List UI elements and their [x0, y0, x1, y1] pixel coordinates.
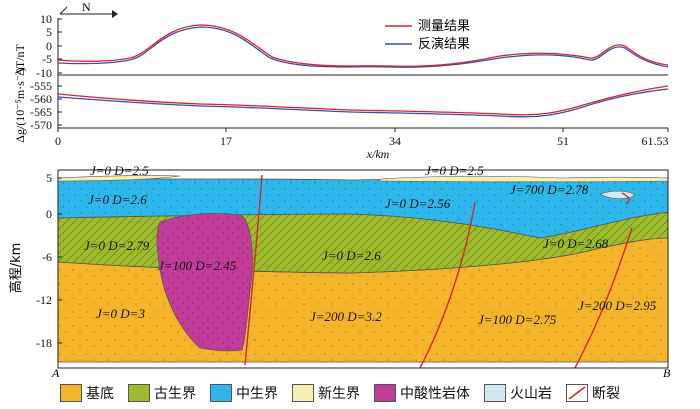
section-ytick: -12: [36, 293, 52, 307]
gravity-inverted-curve: [57, 88, 669, 118]
section-ytick: -18: [36, 336, 52, 350]
gravity-ytick: -560: [30, 92, 52, 106]
legend-label: 基底: [86, 386, 114, 402]
magnetic-panel: ΔT/nT 10 5 0 -5 -10 N 测量结果 反演结果: [13, 0, 669, 80]
intrusion-body: [156, 213, 253, 352]
unit-label: J=0 D=2.56: [385, 196, 451, 211]
unit-label: J=700 D=2.78: [510, 182, 589, 197]
gravity-ytick: -570: [30, 118, 52, 132]
cenozoic-strip-left: [57, 175, 181, 182]
unit-label: J=0 D=2.6: [322, 248, 381, 263]
legend-item: 古生界: [128, 383, 196, 403]
legend-item: 中酸性岩体: [374, 383, 470, 403]
legend-label: 新生界: [318, 386, 360, 402]
x-tick: 51: [557, 134, 569, 148]
magnetic-ylabel: ΔT/nT: [13, 43, 27, 75]
section-frame: [57, 169, 669, 369]
legend-item: 中生界: [210, 383, 278, 403]
magnetic-ytick: 10: [40, 12, 52, 26]
legend-label: 古生界: [154, 386, 196, 402]
legend-item: 基底: [60, 383, 114, 403]
gravity-measured-curve: [57, 85, 669, 116]
x-tick: 17: [220, 134, 232, 148]
legend-swatch: [292, 384, 314, 402]
legend-label: 断裂: [592, 386, 620, 402]
magnetic-ytick: 0: [46, 39, 52, 53]
cenozoic-strip-right: [379, 175, 669, 183]
magnetic-measured-curve: [57, 24, 669, 67]
mesozoic-unit: [57, 177, 669, 239]
fault-legend-icon: [566, 384, 588, 402]
gravity-panel: Δg/(10⁻⁵m·s⁻²) -555 -560 -565 -570: [13, 67, 669, 143]
magnetic-ytick: -5: [42, 52, 52, 66]
legend-item: 断裂: [566, 383, 620, 403]
section-ylabel: 高程/km: [8, 243, 24, 294]
legend-label: 中生界: [236, 386, 278, 402]
unit-label: J=0 D=2.68: [543, 236, 609, 251]
unit-label: J=0 D=2.5: [425, 163, 484, 178]
magnetic-ytick: -10: [36, 66, 52, 80]
magnetic-inverted-curve: [57, 26, 669, 68]
x-axis-label: x/km: [366, 147, 390, 161]
x-tick: 61.53: [642, 134, 669, 148]
unit-legend: 基底 古生界 中生界 新生界 中酸性岩体 火山岩 断裂: [60, 381, 700, 405]
section-ytick: 0: [46, 207, 52, 221]
unit-label: J=0 D=2.6: [88, 192, 147, 207]
legend-measured: 测量结果: [418, 19, 470, 34]
x-tick: 34: [389, 134, 401, 148]
legend-swatch: [128, 384, 150, 402]
x-tick: 0: [55, 134, 61, 148]
legend-label: 火山岩: [510, 386, 552, 402]
legend-item: 新生界: [292, 383, 360, 403]
unit-label: J=200 D=2.95: [578, 298, 657, 313]
north-label: N: [82, 0, 91, 14]
legend-item: 火山岩: [484, 383, 552, 403]
unit-label: J=100 D=2.75: [478, 312, 557, 327]
section-end-label-right: B: [663, 366, 671, 380]
gravity-ylabel: Δg/(10⁻⁵m·s⁻²): [13, 67, 27, 143]
unit-label: J=100 D=2.45: [158, 258, 237, 273]
legend-inverted: 反演结果: [418, 36, 470, 52]
magnetic-ytick: 5: [46, 25, 52, 39]
legend-swatch: [60, 384, 82, 402]
gravity-ytick: -555: [30, 79, 52, 93]
fault-line: [244, 174, 263, 366]
section-ytick: 5: [46, 171, 52, 185]
legend-swatch: [374, 384, 396, 402]
legend-label: 中酸性岩体: [400, 386, 470, 402]
legend-swatch: [484, 384, 506, 402]
fault-line: [574, 227, 633, 369]
unit-label: J=200 D=3.2: [310, 309, 382, 324]
geologic-section: 5 0 -6 -12 -18 高程/km A B J=0 D=2.5 J=0 D=…: [8, 163, 671, 380]
fault-line: [621, 192, 630, 205]
legend-swatch: [210, 384, 232, 402]
unit-label: J=0 D=3: [96, 306, 145, 321]
fault-line: [419, 201, 476, 369]
unit-label: J=0 D=2.5: [90, 163, 149, 178]
x-axis: 0 17 34 51 61.53 x/km: [55, 128, 669, 161]
gravity-ytick: -565: [30, 105, 52, 119]
unit-label: J=0 D=2.79: [84, 238, 150, 253]
section-ytick: -6: [42, 250, 52, 264]
volcanic-lens: [599, 190, 636, 199]
section-end-label-left: A: [51, 366, 60, 380]
north-arrow: N: [59, 0, 118, 18]
curve-legend: 测量结果 反演结果: [385, 19, 470, 52]
